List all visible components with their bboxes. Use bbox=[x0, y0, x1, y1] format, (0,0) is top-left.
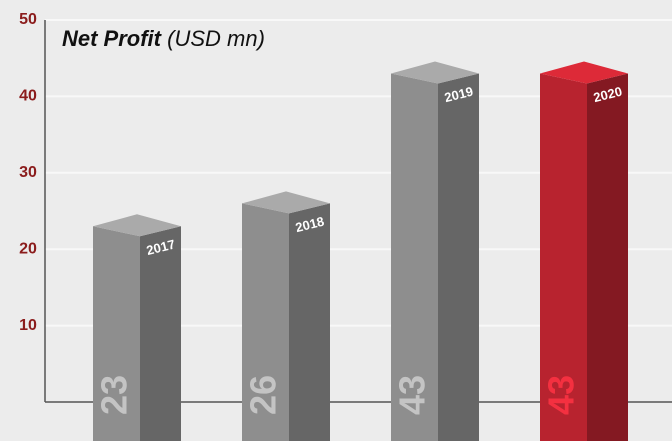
unit: (USD mn) bbox=[167, 26, 265, 51]
y-tick-label: 30 bbox=[19, 164, 37, 181]
category-label: 2017 bbox=[145, 236, 177, 258]
bar-top bbox=[391, 61, 479, 84]
y-tick-label: 10 bbox=[19, 317, 37, 334]
y-tick-label: 50 bbox=[19, 11, 37, 28]
value-label: 23 bbox=[94, 375, 135, 415]
title: Net Profit bbox=[62, 26, 163, 51]
value-label: 43 bbox=[392, 375, 433, 415]
bar-front bbox=[93, 226, 140, 441]
bar-side bbox=[438, 73, 479, 441]
y-tick-label: 20 bbox=[19, 240, 37, 257]
bar-top bbox=[540, 61, 628, 84]
bar-side bbox=[289, 203, 330, 441]
category-label: 2018 bbox=[294, 214, 326, 236]
value-label: 43 bbox=[541, 375, 582, 415]
y-tick-label: 40 bbox=[19, 88, 37, 105]
category-label: 2020 bbox=[592, 84, 624, 106]
chart-title: Net Profit (USD mn) bbox=[62, 26, 265, 51]
bar-front bbox=[391, 73, 438, 441]
bar-front bbox=[242, 203, 289, 441]
category-label: 2019 bbox=[443, 84, 475, 106]
bar-top bbox=[93, 214, 181, 237]
bar-side bbox=[587, 73, 628, 441]
bar-top bbox=[242, 191, 330, 214]
bar-side bbox=[140, 226, 181, 441]
value-label: 26 bbox=[243, 375, 284, 415]
bar-front bbox=[540, 73, 587, 441]
